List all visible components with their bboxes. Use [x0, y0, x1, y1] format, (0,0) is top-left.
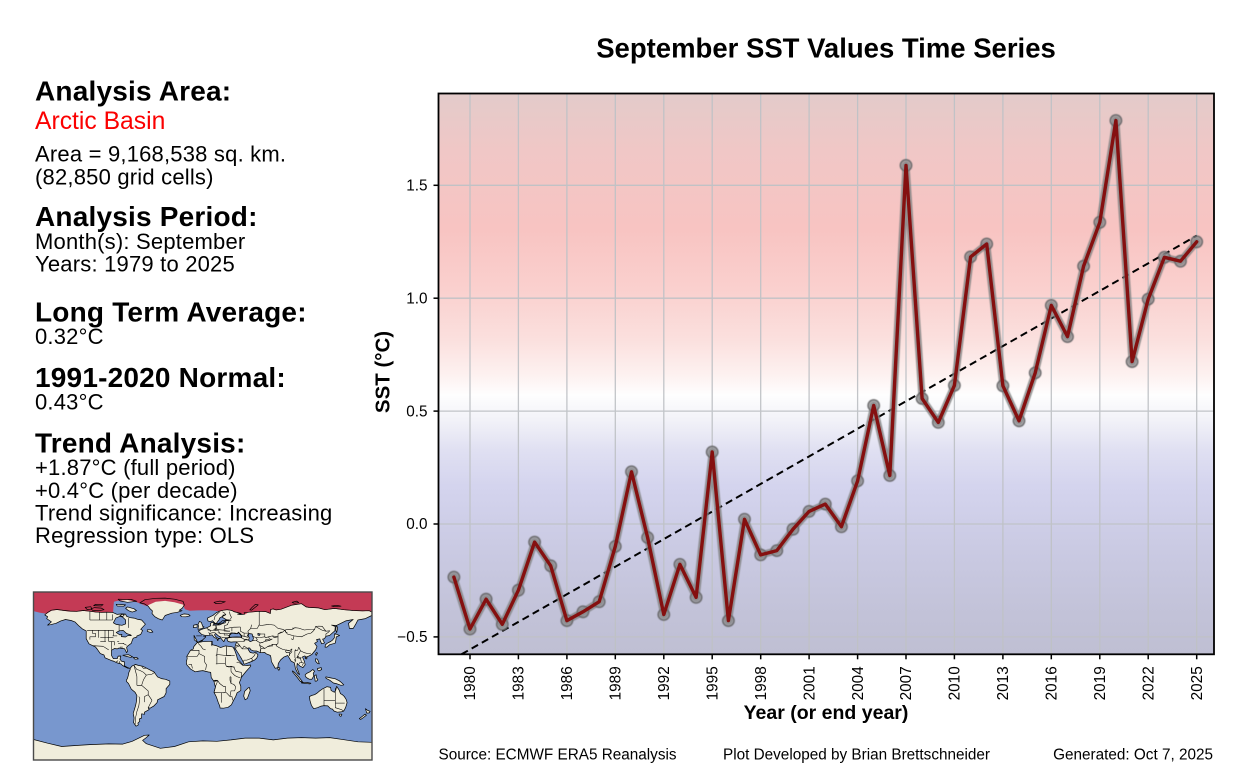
svg-text:+1.87°C (full period): +1.87°C (full period)	[35, 455, 236, 480]
svg-text:1989: 1989	[608, 666, 625, 700]
svg-text:2019: 2019	[1092, 666, 1109, 700]
svg-text:Trend Analysis:: Trend Analysis:	[35, 428, 245, 459]
svg-text:0.43°C: 0.43°C	[35, 390, 104, 415]
svg-text:Generated: Oct 7, 2025: Generated: Oct 7, 2025	[1053, 747, 1213, 764]
svg-text:1980: 1980	[462, 666, 479, 700]
svg-text:Year (or end year): Year (or end year)	[744, 702, 909, 724]
svg-text:Trend significance: Increasing: Trend significance: Increasing	[35, 501, 332, 526]
svg-text:0.5: 0.5	[406, 403, 427, 420]
svg-text:Analysis Area:: Analysis Area:	[35, 76, 231, 107]
svg-text:+0.4°C (per decade): +0.4°C (per decade)	[35, 478, 238, 503]
svg-text:0.32°C: 0.32°C	[35, 324, 104, 349]
svg-text:1983: 1983	[511, 666, 528, 700]
svg-text:0.0: 0.0	[406, 516, 427, 533]
svg-text:2007: 2007	[898, 666, 915, 700]
svg-text:1995: 1995	[704, 666, 721, 700]
svg-text:(82,850 grid cells): (82,850 grid cells)	[35, 165, 214, 190]
svg-text:Area = 9,168,538 sq. km.: Area = 9,168,538 sq. km.	[35, 142, 286, 167]
svg-text:Regression type: OLS: Regression type: OLS	[35, 523, 254, 548]
svg-text:1991-2020 Normal:: 1991-2020 Normal:	[35, 362, 286, 393]
svg-text:Source: ECMWF ERA5 Reanalysis: Source: ECMWF ERA5 Reanalysis	[439, 747, 677, 764]
svg-text:2004: 2004	[850, 666, 867, 701]
svg-text:2010: 2010	[947, 666, 964, 700]
svg-text:2025: 2025	[1189, 666, 1206, 700]
svg-text:1992: 1992	[656, 666, 673, 700]
svg-text:Plot Developed by Brian Bretts: Plot Developed by Brian Brettschneider	[723, 747, 990, 764]
svg-text:Long Term Average:: Long Term Average:	[35, 297, 307, 328]
svg-text:1.5: 1.5	[406, 178, 427, 195]
svg-text:2022: 2022	[1140, 666, 1157, 700]
svg-text:1.0: 1.0	[406, 290, 427, 307]
svg-text:1998: 1998	[753, 666, 770, 700]
svg-text:Arctic Basin: Arctic Basin	[35, 108, 165, 135]
svg-text:−0.5: −0.5	[397, 629, 427, 646]
svg-text:2013: 2013	[995, 666, 1012, 700]
svg-text:2001: 2001	[801, 666, 818, 700]
svg-text:2016: 2016	[1044, 666, 1061, 700]
svg-text:SST (°C): SST (°C)	[372, 331, 395, 413]
svg-text:September SST Values Time Seri: September SST Values Time Series	[596, 33, 1056, 64]
svg-text:Month(s): September: Month(s): September	[35, 229, 245, 254]
svg-text:Years: 1979 to 2025: Years: 1979 to 2025	[35, 252, 235, 277]
svg-text:Analysis Period:: Analysis Period:	[35, 201, 258, 232]
svg-text:1986: 1986	[559, 666, 576, 700]
